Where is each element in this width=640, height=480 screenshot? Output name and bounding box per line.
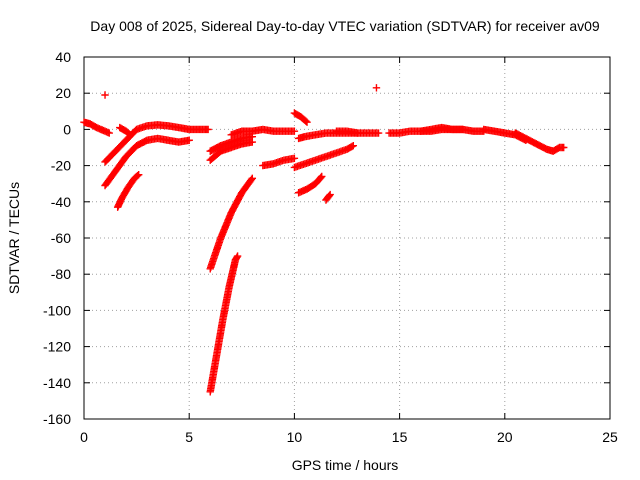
series-arc-04: [113, 170, 143, 211]
series-arc-13: [290, 141, 358, 172]
data-point: [101, 91, 109, 99]
series-arc-06: [116, 123, 134, 139]
data-point: [374, 129, 383, 137]
grid-lines: [84, 57, 610, 419]
y-tick-label: -60: [51, 230, 71, 246]
y-tick-label: -80: [51, 266, 71, 282]
x-tick-label: 25: [602, 429, 618, 445]
series-arc-10: [206, 132, 257, 155]
data-point: [348, 142, 356, 151]
x-tick-label: 10: [287, 429, 303, 445]
axis-ticks: 0 5 10 15 20 25 -160 -140 -120 -100 -80 -60 -40 -20 0 2…: [43, 49, 618, 445]
data-point: [125, 130, 133, 138]
data-point: [290, 127, 299, 135]
y-tick-label: -20: [51, 158, 71, 174]
series-arc-01: [80, 118, 113, 137]
x-tick-label: 20: [497, 429, 513, 445]
x-tick-label: 15: [392, 429, 408, 445]
x-tick-label: 0: [80, 429, 88, 445]
series-arc-08: [206, 174, 257, 273]
y-tick-label: 20: [55, 85, 71, 101]
data-point: [247, 175, 256, 184]
series-arc-11: [227, 125, 299, 139]
series-arc-19: [372, 84, 381, 92]
series-arc-03: [101, 134, 193, 190]
series-arc-05: [101, 91, 109, 99]
series-arc-12: [259, 154, 299, 170]
series-arc-23: [511, 129, 568, 155]
data-point: [204, 125, 212, 134]
data-point: [459, 125, 467, 134]
x-axis-label: GPS time / hours: [292, 457, 399, 473]
x-tick-label: 5: [185, 429, 193, 445]
data-point: [133, 171, 142, 180]
chart-title: Day 008 of 2025, Sidereal Day-to-day VTE…: [90, 18, 600, 34]
y-tick-label: -140: [43, 375, 71, 391]
data-point: [318, 172, 326, 181]
data-point: [325, 191, 334, 200]
series-arc-14: [290, 109, 311, 126]
data-point: [135, 170, 143, 179]
data-point: [302, 117, 310, 125]
plot-border: [83, 56, 611, 420]
y-tick-label: -100: [43, 302, 71, 318]
data-point: [185, 136, 193, 144]
data-point: [349, 141, 358, 150]
data-marks: [80, 84, 568, 396]
y-axis-label: SDTVAR / TECUs: [6, 182, 22, 294]
y-tick-label: -160: [43, 411, 71, 427]
series-arc-07: [206, 252, 242, 396]
y-tick-label: 40: [55, 49, 71, 65]
y-tick-label: -40: [51, 194, 71, 210]
data-point: [105, 129, 113, 137]
data-point: [233, 253, 241, 262]
series-arc-18: [332, 127, 383, 137]
data-point: [303, 118, 311, 126]
data-point: [290, 154, 299, 163]
y-tick-label: 0: [63, 121, 71, 137]
data-point: [326, 190, 334, 199]
data-point: [248, 174, 257, 182]
series-arc-15: [294, 172, 326, 197]
series-arc-16: [322, 190, 334, 204]
data-point: [233, 252, 242, 260]
data-point: [560, 143, 568, 152]
y-tick-label: -120: [43, 339, 71, 355]
data-point: [372, 84, 381, 92]
series-arc-21: [416, 123, 467, 135]
data-point: [126, 131, 134, 139]
data-point: [317, 173, 325, 182]
